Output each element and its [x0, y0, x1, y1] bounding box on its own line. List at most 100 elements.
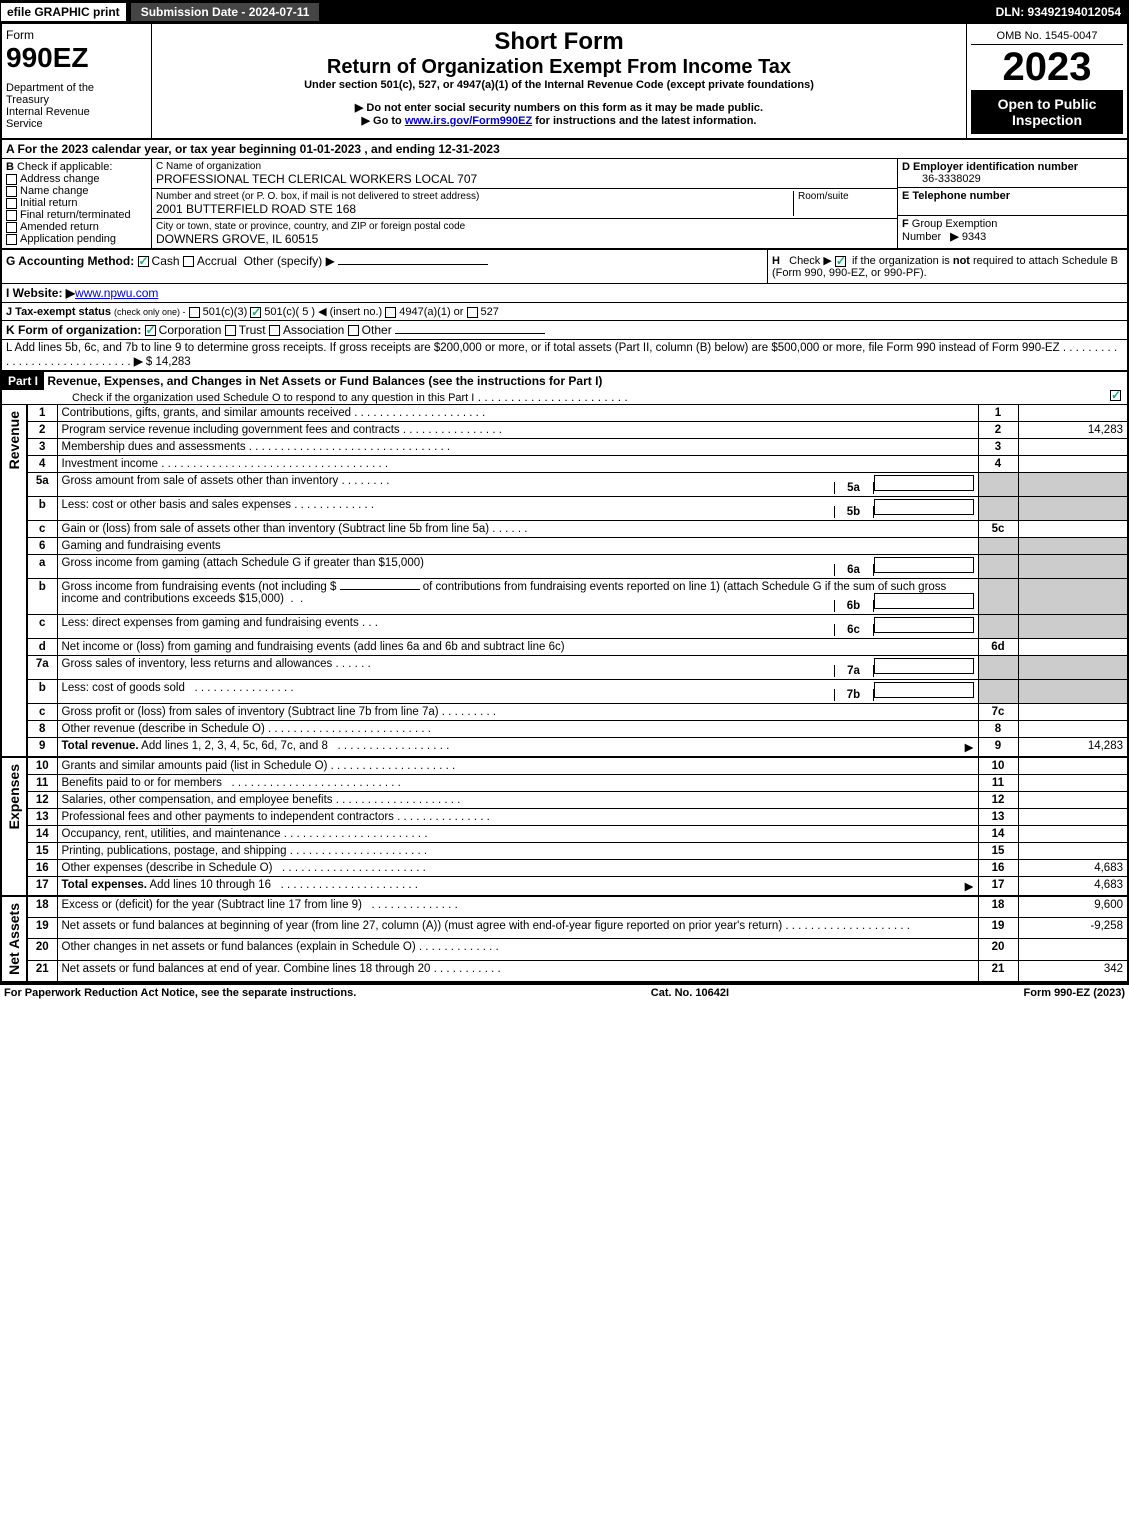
section-g: G Accounting Method: Cash Accrual Other …: [2, 250, 767, 283]
l17-c: 17: [978, 877, 1018, 897]
l6a-c: [978, 555, 1018, 579]
l7b-box[interactable]: [874, 682, 974, 698]
g-other-line[interactable]: [338, 264, 488, 265]
j-cb1[interactable]: [189, 307, 200, 318]
l5c-c: 5c: [978, 521, 1018, 538]
efile-label[interactable]: efile GRAPHIC print: [0, 2, 127, 22]
l17-d: Total expenses. Add lines 10 through 16 …: [57, 877, 978, 897]
l6b-c: [978, 579, 1018, 615]
l11-n: 11: [27, 775, 57, 792]
cash-cb[interactable]: [138, 256, 149, 267]
j-o3: 4947(a)(1) or: [399, 306, 463, 318]
l8-a: [1018, 721, 1128, 738]
l12-a: [1018, 792, 1128, 809]
j-o4: 527: [481, 306, 499, 318]
l7b-c: [978, 680, 1018, 704]
l7b-a: [1018, 680, 1128, 704]
l21-a: 342: [1018, 960, 1128, 982]
l12-n: 12: [27, 792, 57, 809]
l11-d: Benefits paid to or for members . . . . …: [57, 775, 978, 792]
amended-cb[interactable]: [6, 222, 17, 233]
l5c-n: c: [27, 521, 57, 538]
l5c-d: Gain or (loss) from sale of assets other…: [57, 521, 978, 538]
l6a-sub: 6a: [834, 564, 874, 576]
l1-n: 1: [27, 405, 57, 422]
j-cb3[interactable]: [385, 307, 396, 318]
l19-a: -9,258: [1018, 918, 1128, 939]
f-val: 9343: [962, 231, 986, 243]
l18-d: Excess or (deficit) for the year (Subtra…: [57, 896, 978, 918]
opt-final: Final return/terminated: [20, 209, 131, 221]
section-i: I Website: ▶www.npwu.com: [0, 283, 1129, 302]
k-trust: Trust: [239, 323, 266, 337]
part1-table: Revenue 1 Contributions, gifts, grants, …: [0, 404, 1129, 983]
omb-label: OMB No. 1545-0047: [971, 28, 1123, 45]
l5a-box[interactable]: [874, 475, 974, 491]
k-corp-cb[interactable]: [145, 325, 156, 336]
d-lbl: D Employer identification number: [902, 161, 1078, 173]
h-lbl: H: [772, 255, 780, 267]
l20-d: Other changes in net assets or fund bala…: [57, 939, 978, 960]
part1-title: Revenue, Expenses, and Changes in Net As…: [47, 374, 602, 388]
l20-n: 20: [27, 939, 57, 960]
l5c-a: [1018, 521, 1128, 538]
l21-d: Net assets or fund balances at end of ye…: [57, 960, 978, 982]
l7a-box[interactable]: [874, 658, 974, 674]
footer-mid: Cat. No. 10642I: [651, 987, 729, 999]
l7a-a: [1018, 656, 1128, 680]
website-val[interactable]: www.npwu.com: [75, 286, 158, 300]
j-cb4[interactable]: [467, 307, 478, 318]
l5b-c: [978, 497, 1018, 521]
l6c-box[interactable]: [874, 617, 974, 633]
goto-link[interactable]: ▶ Go to www.irs.gov/Form990EZ for instru…: [156, 114, 962, 127]
l5b-box[interactable]: [874, 499, 974, 515]
form-header-block: Form 990EZ Department of theTreasuryInte…: [0, 24, 1129, 140]
k-trust-cb[interactable]: [225, 325, 236, 336]
l6a-box[interactable]: [874, 557, 974, 573]
part1-cb[interactable]: [1110, 390, 1121, 401]
k-assoc: Association: [283, 323, 344, 337]
top-bar: efile GRAPHIC print Submission Date - 20…: [0, 0, 1129, 24]
part1-header-row: Part I Revenue, Expenses, and Changes in…: [0, 372, 1129, 404]
l6-c: [978, 538, 1018, 555]
k-other-line[interactable]: [395, 333, 545, 334]
k-assoc-cb[interactable]: [269, 325, 280, 336]
l6b-sub: 6b: [834, 600, 874, 612]
l12-c: 12: [978, 792, 1018, 809]
ein-value: 36-3338029: [902, 173, 981, 185]
form-number: 990EZ: [6, 42, 147, 74]
pending-cb[interactable]: [6, 234, 17, 245]
initial-cb[interactable]: [6, 198, 17, 209]
part1-badge: Part I: [2, 372, 44, 390]
l18-n: 18: [27, 896, 57, 918]
l6-n: 6: [27, 538, 57, 555]
l6-d: Gaming and fundraising events: [57, 538, 978, 555]
l9-a: 14,283: [1018, 738, 1128, 758]
l15-n: 15: [27, 843, 57, 860]
final-cb[interactable]: [6, 210, 17, 221]
l10-d: Grants and similar amounts paid (list in…: [57, 757, 978, 775]
l6b-blank[interactable]: [340, 589, 420, 590]
addr-change-cb[interactable]: [6, 174, 17, 185]
h-cb[interactable]: [835, 256, 846, 267]
g-other: Other (specify) ▶: [244, 254, 335, 268]
c-name-lbl: C Name of organization: [156, 161, 893, 172]
k-other: Other: [362, 323, 392, 337]
irs-url[interactable]: www.irs.gov/Form990EZ: [405, 115, 532, 127]
l4-c: 4: [978, 456, 1018, 473]
l10-c: 10: [978, 757, 1018, 775]
l1-d: Contributions, gifts, grants, and simila…: [57, 405, 978, 422]
j-lbl: J Tax-exempt status: [6, 306, 111, 318]
l6b-box[interactable]: [874, 593, 974, 609]
j-cb2[interactable]: [250, 307, 261, 318]
g-cash: Cash: [152, 254, 180, 268]
h-text1: Check ▶: [789, 255, 832, 267]
l13-n: 13: [27, 809, 57, 826]
i-lbl: I Website: ▶: [6, 286, 75, 300]
l10-a: [1018, 757, 1128, 775]
l7c-c: 7c: [978, 704, 1018, 721]
accrual-cb[interactable]: [183, 256, 194, 267]
k-other-cb[interactable]: [348, 325, 359, 336]
name-change-cb[interactable]: [6, 186, 17, 197]
l16-a: 4,683: [1018, 860, 1128, 877]
